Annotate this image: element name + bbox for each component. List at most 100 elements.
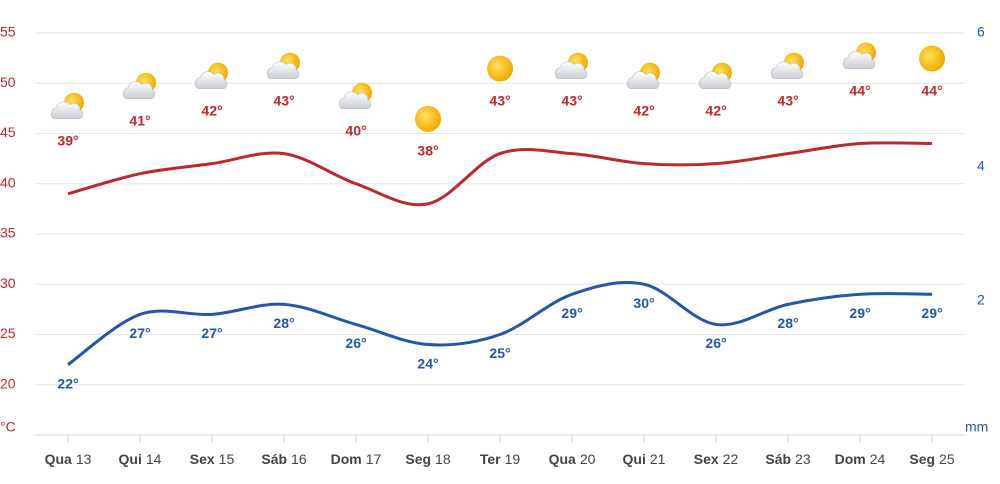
x-tick-label: Dom 24 [835,451,886,467]
value-label: 44° [921,82,942,98]
value-label: 26° [345,335,366,351]
day: 13 [76,451,92,467]
value-label: 43° [561,92,582,108]
cloud [266,61,300,79]
x-tick-label: Sáb 23 [765,451,810,467]
day: 24 [870,451,886,467]
day: 22 [723,451,739,467]
value-label: 42° [201,102,222,118]
weekday: Sáb [261,451,287,467]
sun [415,105,441,132]
value-label: 27° [129,325,150,341]
day: 14 [146,451,162,467]
weather-icon [122,72,156,99]
value-label: 29° [561,305,582,321]
cloud [626,71,660,89]
value-label: 30° [633,295,654,311]
weekday: Sex [694,451,719,467]
weekday: Qui [119,451,142,467]
y2-tick-label: 4 [977,158,985,174]
value-label: 38° [417,143,438,159]
x-tick-label: Seg 25 [909,451,954,467]
value-label: 40° [345,122,366,138]
weather-icon [626,62,660,89]
y-tick-label: 30 [0,275,16,291]
weekday: Ter [480,451,501,467]
value-label: 27° [201,325,222,341]
weather-icon [919,45,945,72]
x-tick-label: Seg 18 [405,451,450,467]
weekday: Dom [835,451,866,467]
y-tick-label: 40 [0,174,16,190]
day: 15 [219,451,235,467]
x-tick-label: Qui 21 [623,451,666,467]
weather-icon [554,52,588,79]
sun [919,45,945,72]
value-label: 39° [57,133,78,149]
value-label: 29° [921,305,942,321]
weather-icon [415,105,441,132]
value-label: 42° [705,102,726,118]
x-tick-label: Sex 22 [694,451,739,467]
value-label: 24° [417,355,438,371]
day: 16 [291,451,307,467]
y2-axis-unit: mm [965,419,988,435]
temperature-line [67,141,933,207]
cloud [50,101,84,120]
weekday: Qua [549,451,576,467]
day: 23 [795,451,811,467]
weather-icon [194,62,228,89]
y-tick-label: 20 [0,375,16,391]
y-tick-label: 25 [0,325,16,341]
temperature-line [67,281,933,366]
x-tick-label: Sex 15 [190,451,235,467]
y-axis-unit: °C [0,419,16,435]
y-tick-label: 45 [0,124,16,140]
cloud [194,71,228,89]
value-label: 28° [273,315,294,331]
cloud [338,91,372,110]
value-label: 43° [777,92,798,108]
y-tick-label: 55 [0,24,16,40]
x-tick-label: Qui 14 [119,451,162,467]
value-label: 25° [489,345,510,361]
weather-icon [698,62,732,89]
weekday: Sáb [765,451,791,467]
weather-icon [842,42,876,69]
weather-icon [770,52,804,79]
cloud [554,61,588,79]
value-label: 42° [633,102,654,118]
day: 20 [580,451,596,467]
value-label: 29° [849,305,870,321]
value-label: 22° [57,375,78,391]
x-tick-label: Ter 19 [480,451,521,467]
weekday: Seg [909,451,935,467]
weekday: Sex [190,451,215,467]
value-label: 43° [489,92,510,108]
day: 18 [435,451,451,467]
day: 25 [939,451,955,467]
x-tick-label: Sáb 16 [261,451,306,467]
cloud [770,61,804,79]
y-tick-label: 50 [0,74,16,90]
cloud [122,81,156,99]
x-tick-label: Qua 20 [549,451,596,467]
weekday: Qui [623,451,646,467]
sun [487,55,513,82]
value-label: 26° [705,335,726,351]
weather-icon [50,92,84,120]
x-tick-label: Qua 13 [45,451,92,467]
value-label: 28° [777,315,798,331]
weekday: Qua [45,451,72,467]
day: 17 [366,451,382,467]
cloud [842,51,876,69]
x-tick-label: Dom 17 [331,451,382,467]
value-label: 44° [849,82,870,98]
y2-tick-label: 6 [977,24,985,40]
day: 19 [505,451,521,467]
y2-tick-label: 2 [977,292,985,308]
weekday: Seg [405,451,431,467]
value-label: 41° [129,112,150,128]
weather-icon [266,52,300,79]
